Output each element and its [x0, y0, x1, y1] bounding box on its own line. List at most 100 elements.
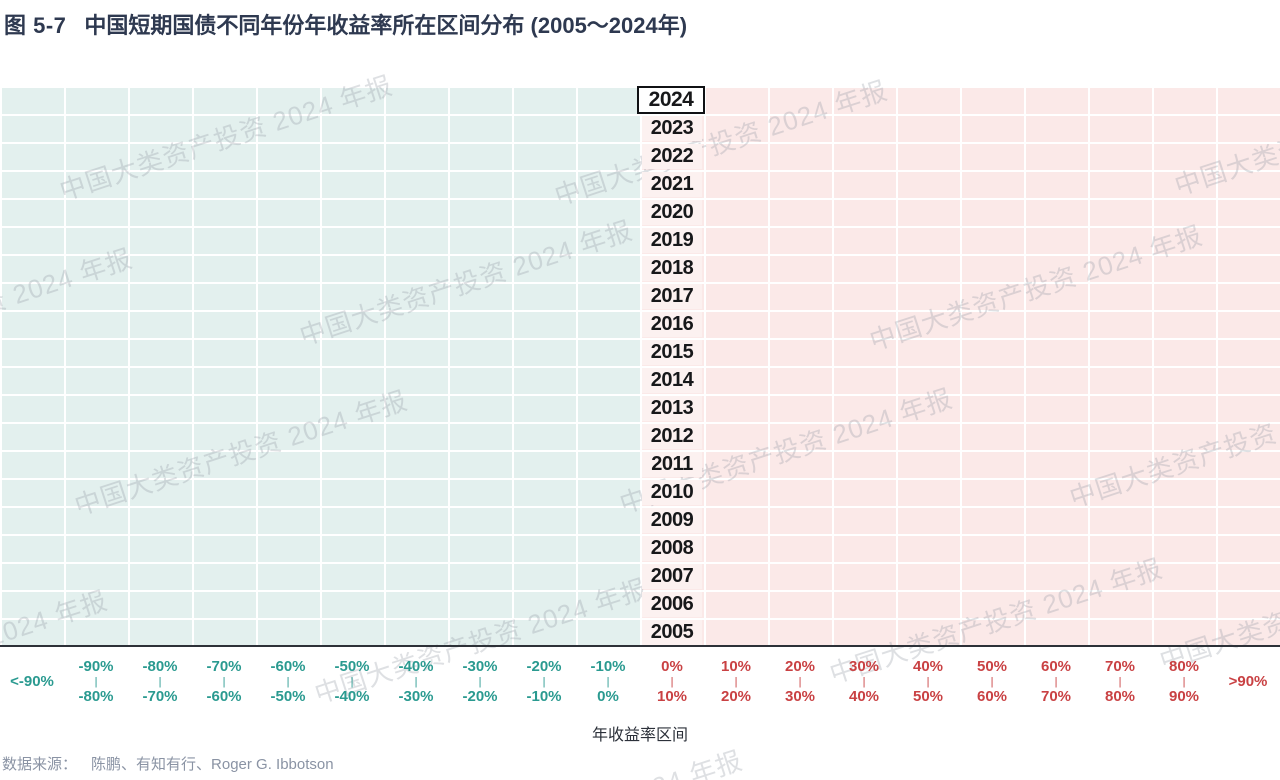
bin-lower-value: -20% [462, 688, 498, 705]
bin-upper-value: 20% [784, 658, 816, 675]
bin-upper-value: -30% [462, 658, 498, 675]
bin-range-separator: | [94, 676, 98, 688]
year-cell: 2007 [642, 564, 702, 589]
source-value: 陈鹏、有知有行、Roger G. Ibbotson [91, 756, 334, 773]
x-axis-bin-label: 0% | 10% [640, 651, 704, 713]
year-cell: 2012 [642, 424, 702, 449]
x-axis-bin-label: >90% [1216, 651, 1280, 713]
bin-upper-value: 50% [976, 658, 1008, 675]
bin-upper-value: 80% [1168, 658, 1200, 675]
year-cell: 2005 [642, 620, 702, 645]
year-cell: 2011 [642, 452, 702, 477]
x-axis-bin-label: <-90% [0, 651, 64, 713]
bin-single-value: <-90% [10, 673, 54, 690]
bin-lower-value: -50% [270, 688, 306, 705]
x-axis-bin-label: -20% | -10% [512, 651, 576, 713]
bin-upper-value: -40% [398, 658, 434, 675]
x-axis-bin-label: -30% | -20% [448, 651, 512, 713]
x-axis-title: 年收益率区间 [591, 727, 688, 744]
bin-range-separator: | [414, 676, 418, 688]
bin-lower-value: -30% [398, 688, 434, 705]
bin-upper-value: 30% [848, 658, 880, 675]
bin-range-separator: | [478, 676, 482, 688]
bin-range-separator: | [862, 676, 866, 688]
source-label: 数据来源： [2, 756, 78, 773]
bin-range-separator: | [1054, 676, 1058, 688]
year-cell: 2023 [642, 116, 702, 141]
x-axis-bin-label: 70% | 80% [1088, 651, 1152, 713]
bin-lower-value: -70% [142, 688, 178, 705]
bin-lower-value: -40% [334, 688, 370, 705]
bin-upper-value: -60% [270, 658, 306, 675]
x-axis-bin-label: -40% | -30% [384, 651, 448, 713]
bin-range-separator: | [222, 676, 226, 688]
year-cell: 2022 [642, 144, 702, 169]
bin-range-separator: | [1118, 676, 1122, 688]
bin-range-separator: | [606, 676, 610, 688]
x-axis-bin-label: -50% | -40% [320, 651, 384, 713]
bin-lower-value: 60% [976, 688, 1008, 705]
bin-upper-value: -10% [590, 658, 626, 675]
bin-upper-value: -80% [142, 658, 178, 675]
gridlines [0, 86, 1280, 646]
year-cell: 2020 [642, 200, 702, 225]
bin-lower-value: -10% [526, 688, 562, 705]
year-cell: 2013 [642, 396, 702, 421]
bin-upper-value: -90% [78, 658, 114, 675]
bin-upper-value: 0% [661, 658, 683, 675]
year-cell: 2006 [642, 592, 702, 617]
x-axis-bin-label: 80% | 90% [1152, 651, 1216, 713]
bin-lower-value: 80% [1104, 688, 1136, 705]
bin-upper-value: -50% [334, 658, 370, 675]
year-cell-highlighted: 2024 [637, 86, 705, 114]
year-cell: 2021 [642, 172, 702, 197]
bin-lower-value: 10% [656, 688, 688, 705]
year-cell: 2015 [642, 340, 702, 365]
x-axis-bin-label: -70% | -60% [192, 651, 256, 713]
year-stack: 2024 2023 2022 2021 2020 2019 2018 2017 2016 2015… [637, 86, 705, 646]
bin-range-separator: | [350, 676, 354, 688]
x-axis-bin-label: 30% | 40% [832, 651, 896, 713]
bin-lower-value: 90% [1168, 688, 1200, 705]
bin-range-separator: | [1182, 676, 1186, 688]
year-cell: 2014 [642, 368, 702, 393]
bin-range-separator: | [926, 676, 930, 688]
bin-range-separator: | [734, 676, 738, 688]
year-cell: 2019 [642, 228, 702, 253]
bin-range-separator: | [542, 676, 546, 688]
data-source: 数据来源： 陈鹏、有知有行、Roger G. Ibbotson [2, 753, 334, 774]
year-cell: 2008 [642, 536, 702, 561]
bin-single-value: >90% [1228, 673, 1268, 690]
year-cell: 2017 [642, 284, 702, 309]
bin-lower-value: 0% [597, 688, 619, 705]
x-axis-bin-label: -90% | -80% [64, 651, 128, 713]
x-axis-bin-label: 60% | 70% [1024, 651, 1088, 713]
year-cell: 2016 [642, 312, 702, 337]
x-axis-bin-label: -60% | -50% [256, 651, 320, 713]
watermark-text: 中国大类资产投资 2024 年报 [404, 740, 747, 780]
x-axis-bin-label: 20% | 30% [768, 651, 832, 713]
bin-range-separator: | [798, 676, 802, 688]
bin-range-separator: | [990, 676, 994, 688]
bin-lower-value: -80% [78, 688, 114, 705]
x-axis-line [0, 645, 1280, 647]
bin-upper-value: -70% [206, 658, 242, 675]
bin-upper-value: 70% [1104, 658, 1136, 675]
year-cell: 2009 [642, 508, 702, 533]
bin-lower-value: -60% [206, 688, 242, 705]
figure-number: 图 5-7 [4, 13, 67, 38]
bin-range-separator: | [158, 676, 162, 688]
bin-lower-value: 40% [848, 688, 880, 705]
bin-upper-value: 60% [1040, 658, 1072, 675]
x-axis-bin-label: 10% | 20% [704, 651, 768, 713]
bin-lower-value: 20% [720, 688, 752, 705]
plot-area [0, 86, 1280, 646]
bin-lower-value: 50% [912, 688, 944, 705]
year-cell: 2018 [642, 256, 702, 281]
bin-range-separator: | [286, 676, 290, 688]
x-axis-bin-label: -80% | -70% [128, 651, 192, 713]
x-axis-bin-label: -10% | 0% [576, 651, 640, 713]
bin-lower-value: 70% [1040, 688, 1072, 705]
x-axis-labels: <-90% -90% | -80% -80% | -70% -70% | -60% -60% | -50… [0, 651, 1280, 713]
